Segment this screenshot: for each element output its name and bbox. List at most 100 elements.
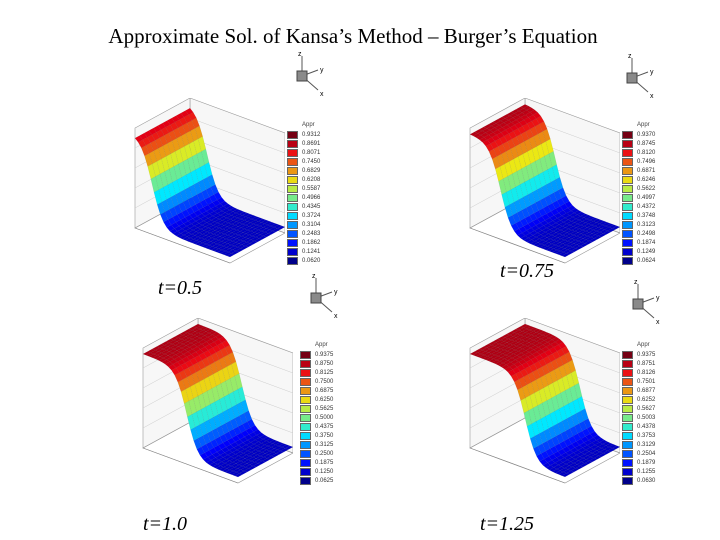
axis-label-z: z — [298, 51, 302, 58]
legend-value: 0.2500 — [315, 451, 334, 457]
axis-label-y: y — [650, 69, 654, 76]
legend-swatch — [622, 203, 633, 211]
legend-swatch — [300, 387, 311, 395]
surface-plot-t10 — [142, 318, 293, 484]
legend-swatch — [622, 414, 633, 422]
legend-value: 0.8125 — [315, 370, 334, 376]
legend-swatch — [622, 468, 633, 476]
legend-swatch — [622, 158, 633, 166]
legend-swatch — [622, 185, 633, 193]
legend-swatch — [300, 351, 311, 359]
axis-label-z: z — [634, 279, 638, 286]
legend-swatch — [622, 405, 633, 413]
surface-mesh — [469, 323, 620, 478]
surface-mesh — [142, 323, 293, 478]
legend-value: 0.4375 — [315, 424, 334, 430]
axis-triad-icon: z y x — [632, 279, 660, 326]
legend-value: 0.3748 — [637, 213, 656, 219]
legend-value: 0.4378 — [637, 424, 656, 430]
axis-triad-icon: z y x — [296, 51, 324, 98]
legend-value: 0.5003 — [637, 415, 656, 421]
legend-swatch — [300, 396, 311, 404]
legend-value: 0.3724 — [302, 213, 321, 219]
legend-title: Appr — [302, 122, 315, 128]
legend-value: 0.4345 — [302, 204, 321, 210]
legend-title: Appr — [637, 122, 650, 128]
legend-swatch — [300, 459, 311, 467]
caption-t075: t=0.75 — [500, 260, 555, 282]
legend-swatch — [300, 441, 311, 449]
legend-swatch — [287, 248, 298, 256]
legend-value: 0.6250 — [315, 397, 334, 403]
colorbar-legend-t125: Appr 0.9375 0.8751 0.8126 0.7501 0.6877 0.6252… — [622, 342, 662, 502]
legend-swatch — [300, 378, 311, 386]
legend-value: 0.3750 — [315, 433, 334, 439]
legend-value: 0.1874 — [637, 240, 656, 246]
legend-value: 0.4966 — [302, 195, 321, 201]
legend-swatch — [622, 212, 633, 220]
legend-swatch — [300, 423, 311, 431]
legend-value: 0.8071 — [302, 150, 321, 156]
legend-swatch — [622, 459, 633, 467]
legend-value: 0.1862 — [302, 240, 321, 246]
surface-plot-t125 — [469, 318, 620, 484]
legend-swatch — [287, 185, 298, 193]
legend-swatch — [287, 257, 298, 265]
legend-swatch — [287, 167, 298, 175]
legend-swatch — [300, 405, 311, 413]
axis-label-x: x — [320, 91, 324, 98]
legend-value: 0.8126 — [637, 370, 656, 376]
legend-swatch — [287, 158, 298, 166]
legend-value: 0.2504 — [637, 451, 656, 457]
legend-value: 0.7501 — [637, 379, 656, 385]
axis-label-y: y — [320, 67, 324, 74]
axis-triad-icon: z y x — [626, 53, 654, 100]
legend-swatch — [287, 140, 298, 148]
legend-value: 0.0624 — [637, 258, 656, 264]
legend-swatch — [622, 248, 633, 256]
legend-value: 0.6875 — [315, 388, 334, 394]
legend-swatch — [287, 239, 298, 247]
axis-label-y: y — [656, 295, 660, 302]
legend-value: 0.1249 — [637, 249, 656, 255]
legend-swatch — [287, 131, 298, 139]
legend-value: 0.9375 — [637, 352, 656, 358]
legend-swatch — [622, 369, 633, 377]
axis-label-x: x — [334, 313, 338, 320]
legend-swatch — [300, 360, 311, 368]
legend-swatch — [622, 167, 633, 175]
x-axis-line — [469, 447, 566, 484]
colorbar-legend-t05: Appr 0.9312 0.8691 0.8071 0.7450 0.6829 0.6208… — [287, 122, 327, 282]
legend-swatch — [287, 212, 298, 220]
axis-label-x: x — [656, 319, 660, 326]
legend-swatch — [622, 351, 633, 359]
legend-value: 0.3125 — [315, 442, 334, 448]
legend-value: 0.9370 — [637, 132, 656, 138]
legend-swatch — [622, 423, 633, 431]
legend-value: 0.1875 — [315, 460, 334, 466]
legend-swatch — [622, 450, 633, 458]
legend-value: 0.4997 — [637, 195, 656, 201]
legend-swatch — [287, 176, 298, 184]
legend-value: 0.1241 — [302, 249, 321, 255]
x-axis-line — [469, 227, 566, 264]
colorbar-legend-t075: Appr 0.9370 0.8745 0.8120 0.7496 0.6871 0.6246… — [622, 122, 662, 282]
legend-swatch — [300, 468, 311, 476]
legend-value: 0.7496 — [637, 159, 656, 165]
legend-swatch — [287, 149, 298, 157]
surface-mesh — [134, 107, 285, 258]
axis-label-z: z — [628, 53, 632, 60]
legend-value: 0.7450 — [302, 159, 321, 165]
surface-mesh — [469, 104, 620, 258]
legend-value: 0.1255 — [637, 469, 656, 475]
legend-swatch — [287, 230, 298, 238]
page-title: Approximate Sol. of Kansa’s Method – Bur… — [108, 24, 598, 48]
legend-value: 0.7500 — [315, 379, 334, 385]
legend-value: 0.6208 — [302, 177, 321, 183]
legend-value: 0.5587 — [302, 186, 321, 192]
legend-swatch — [300, 432, 311, 440]
legend-value: 0.3129 — [637, 442, 656, 448]
legend-value: 0.6829 — [302, 168, 321, 174]
legend-value: 0.6871 — [637, 168, 656, 174]
legend-value: 0.2483 — [302, 231, 321, 237]
